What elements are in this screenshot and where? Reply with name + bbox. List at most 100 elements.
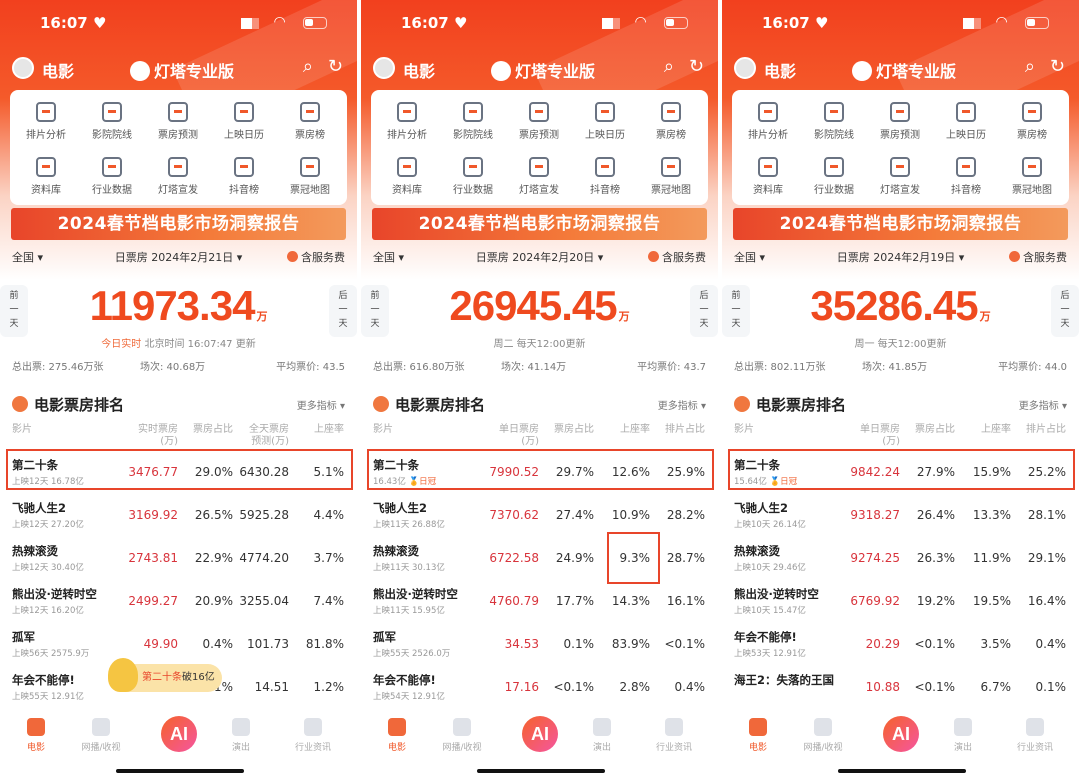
table-row[interactable]: 孤军 上映56天 2575.9万 49.90 0.4% 101.73 81.8%: [0, 624, 357, 667]
column-header[interactable]: 单日票房 (万): [860, 424, 900, 447]
table-row[interactable]: 熊出没·逆转时空 上映10天 15.47亿 6769.92 19.2% 19.5% 16.…: [722, 581, 1079, 624]
next-day-button[interactable]: 后一天: [329, 285, 357, 337]
menu-item[interactable]: 票冠地图: [1000, 157, 1064, 196]
tab-1[interactable]: 网播/收视: [66, 718, 136, 753]
table-row[interactable]: 第二十条 15.64亿 🏅日冠 9842.24 27.9% 15.9% 25.2%: [722, 452, 1079, 495]
table-row[interactable]: 第二十条 16.43亿 🏅日冠 7990.52 29.7% 12.6% 25.9%: [361, 452, 718, 495]
column-header[interactable]: 影片: [373, 424, 393, 435]
table-row[interactable]: 海王2：失落的王国 10.88 <0.1% 6.7% 0.1%: [722, 667, 1079, 710]
service-fee-toggle[interactable]: 含服务费: [287, 249, 345, 265]
tab-0[interactable]: 电影: [1, 718, 71, 753]
prev-day-button[interactable]: 前一天: [0, 285, 28, 337]
table-row[interactable]: 热辣滚烫 上映12天 30.40亿 2743.81 22.9% 4774.20 3.7%: [0, 538, 357, 581]
tab-0[interactable]: 电影: [362, 718, 432, 753]
table-row[interactable]: 年会不能停! 上映54天 12.91亿 17.16 <0.1% 2.8% 0.4%: [361, 667, 718, 710]
menu-item[interactable]: 抖音榜: [573, 157, 637, 196]
table-row[interactable]: 热辣滚烫 上映11天 30.13亿 6722.58 24.9% 9.3% 28.7%: [361, 538, 718, 581]
menu-item[interactable]: 行业数据: [802, 157, 866, 196]
table-row[interactable]: 第二十条 上映12天 16.78亿 3476.77 29.0% 6430.28 5.1%: [0, 452, 357, 495]
menu-item[interactable]: 灯塔宣发: [868, 157, 932, 196]
tab-2[interactable]: 演出: [928, 718, 998, 753]
column-header[interactable]: 上座率: [620, 424, 650, 435]
menu-item[interactable]: 票房榜: [278, 102, 342, 141]
menu-item[interactable]: 排片分析: [14, 102, 78, 141]
column-header[interactable]: 排片占比: [665, 424, 705, 435]
next-day-button[interactable]: 后一天: [1051, 285, 1079, 337]
avatar[interactable]: [12, 57, 34, 79]
report-banner[interactable]: 2024春节档电影市场洞察报告: [11, 208, 346, 240]
menu-item[interactable]: 影院院线: [441, 102, 505, 141]
date-dropdown[interactable]: 日票房 2024年2月20日 ▾: [475, 251, 604, 264]
table-row[interactable]: 热辣滚烫 上映10天 29.46亿 9274.25 26.3% 11.9% 29.1%: [722, 538, 1079, 581]
menu-item[interactable]: 票冠地图: [278, 157, 342, 196]
avatar[interactable]: [734, 57, 756, 79]
column-header[interactable]: 上座率: [981, 424, 1011, 435]
more-metrics-dropdown[interactable]: 更多指标 ▾: [1018, 401, 1067, 412]
report-banner[interactable]: 2024春节档电影市场洞察报告: [372, 208, 707, 240]
column-header[interactable]: 全天票房 预测(万): [249, 424, 289, 447]
tab-3[interactable]: 行业资讯: [639, 718, 709, 753]
menu-item[interactable]: 抖音榜: [934, 157, 998, 196]
column-header[interactable]: 影片: [12, 424, 32, 435]
header-title[interactable]: 电影: [403, 62, 436, 81]
tab-3[interactable]: 行业资讯: [1000, 718, 1070, 753]
column-header[interactable]: 票房占比: [193, 424, 233, 435]
menu-item[interactable]: 行业数据: [80, 157, 144, 196]
table-row[interactable]: 熊出没·逆转时空 上映11天 15.95亿 4760.79 17.7% 14.3% 16.…: [361, 581, 718, 624]
table-row[interactable]: 孤军 上映55天 2526.0万 34.53 0.1% 83.9% <0.1%: [361, 624, 718, 667]
search-icon[interactable]: ⌕: [302, 56, 313, 77]
ai-button[interactable]: AI: [883, 716, 919, 752]
table-row[interactable]: 飞驰人生2 上映12天 27.20亿 3169.92 26.5% 5925.28 4.4%: [0, 495, 357, 538]
column-header[interactable]: 单日票房 (万): [499, 424, 539, 447]
header-title[interactable]: 电影: [764, 62, 797, 81]
column-header[interactable]: 票房占比: [915, 424, 955, 435]
more-metrics-dropdown[interactable]: 更多指标 ▾: [296, 401, 345, 412]
search-icon[interactable]: ⌕: [663, 56, 674, 77]
refresh-icon[interactable]: ↻: [327, 56, 343, 77]
menu-item[interactable]: 资料库: [14, 157, 78, 196]
tab-2[interactable]: 演出: [206, 718, 276, 753]
column-header[interactable]: 上座率: [314, 424, 344, 435]
table-row[interactable]: 年会不能停! 上映53天 12.91亿 20.29 <0.1% 3.5% 0.4%: [722, 624, 1079, 667]
column-header[interactable]: 票房占比: [554, 424, 594, 435]
menu-item[interactable]: 票冠地图: [639, 157, 703, 196]
menu-item[interactable]: 上映日历: [934, 102, 998, 141]
refresh-icon[interactable]: ↻: [688, 56, 704, 77]
menu-item[interactable]: 灯塔宣发: [507, 157, 571, 196]
menu-item[interactable]: 票房预测: [146, 102, 210, 141]
tab-1[interactable]: 网播/收视: [427, 718, 497, 753]
menu-item[interactable]: 影院院线: [802, 102, 866, 141]
menu-item[interactable]: 票房预测: [868, 102, 932, 141]
date-dropdown[interactable]: 日票房 2024年2月19日 ▾: [836, 251, 965, 264]
menu-item[interactable]: 票房榜: [1000, 102, 1064, 141]
column-header[interactable]: 排片占比: [1026, 424, 1066, 435]
header-title[interactable]: 电影: [42, 62, 75, 81]
menu-item[interactable]: 抖音榜: [212, 157, 276, 196]
column-header[interactable]: 影片: [734, 424, 754, 435]
prev-day-button[interactable]: 前一天: [722, 285, 750, 337]
avatar[interactable]: [373, 57, 395, 79]
menu-item[interactable]: 上映日历: [573, 102, 637, 141]
ai-button[interactable]: AI: [161, 716, 197, 752]
menu-item[interactable]: 行业数据: [441, 157, 505, 196]
region-dropdown[interactable]: 全国 ▾: [734, 251, 766, 264]
menu-item[interactable]: 票房预测: [507, 102, 571, 141]
tab-0[interactable]: 电影: [723, 718, 793, 753]
tab-3[interactable]: 行业资讯: [278, 718, 348, 753]
menu-item[interactable]: 灯塔宣发: [146, 157, 210, 196]
report-banner[interactable]: 2024春节档电影市场洞察报告: [733, 208, 1068, 240]
menu-item[interactable]: 影院院线: [80, 102, 144, 141]
table-row[interactable]: 飞驰人生2 上映10天 26.14亿 9318.27 26.4% 13.3% 28.1%: [722, 495, 1079, 538]
menu-item[interactable]: 资料库: [375, 157, 439, 196]
ai-button[interactable]: AI: [522, 716, 558, 752]
table-row[interactable]: 熊出没·逆转时空 上映12天 16.20亿 2499.27 20.9% 3255.04 7…: [0, 581, 357, 624]
more-metrics-dropdown[interactable]: 更多指标 ▾: [657, 401, 706, 412]
column-header[interactable]: 实时票房 (万): [138, 424, 178, 447]
region-dropdown[interactable]: 全国 ▾: [12, 251, 44, 264]
menu-item[interactable]: 上映日历: [212, 102, 276, 141]
milestone-toast[interactable]: 第二十条破16亿: [108, 658, 222, 692]
tab-2[interactable]: 演出: [567, 718, 637, 753]
search-icon[interactable]: ⌕: [1024, 56, 1035, 77]
menu-item[interactable]: 票房榜: [639, 102, 703, 141]
table-row[interactable]: 飞驰人生2 上映11天 26.88亿 7370.62 27.4% 10.9% 28.2%: [361, 495, 718, 538]
